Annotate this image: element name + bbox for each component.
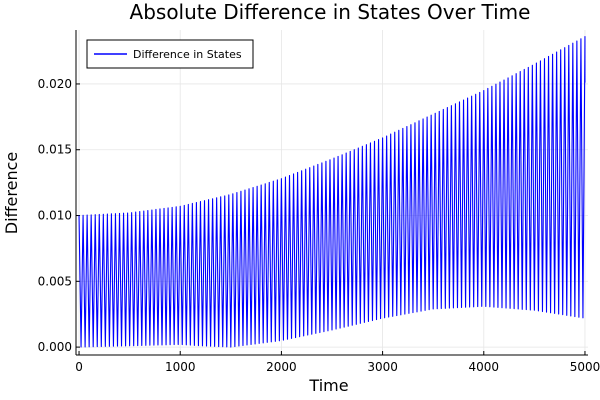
x-tick-label: 0 (75, 360, 83, 374)
chart-title: Absolute Difference in States Over Time (130, 0, 531, 24)
x-tick-label: 4000 (469, 360, 500, 374)
y-tick-label: 0.005 (38, 274, 72, 288)
legend-label: Difference in States (133, 48, 242, 61)
y-tick-label: 0.010 (38, 209, 72, 223)
y-tick-label: 0.015 (38, 143, 72, 157)
legend: Difference in States (86, 39, 254, 69)
series-layer (78, 36, 586, 348)
y-axis-label: Difference (2, 152, 21, 234)
tick-labels: 0 1000 2000 3000 4000 5000 0.000 0.005 0.010 0.01… (38, 77, 600, 374)
series-line (78, 36, 586, 348)
y-tick-label: 0.000 (38, 340, 72, 354)
x-tick-label: 2000 (266, 360, 297, 374)
x-tick-label: 3000 (367, 360, 398, 374)
y-tick-label: 0.020 (38, 77, 72, 91)
x-tick-label: 5000 (570, 360, 600, 374)
x-tick-label: 1000 (165, 360, 196, 374)
x-axis-label: Time (308, 376, 348, 395)
